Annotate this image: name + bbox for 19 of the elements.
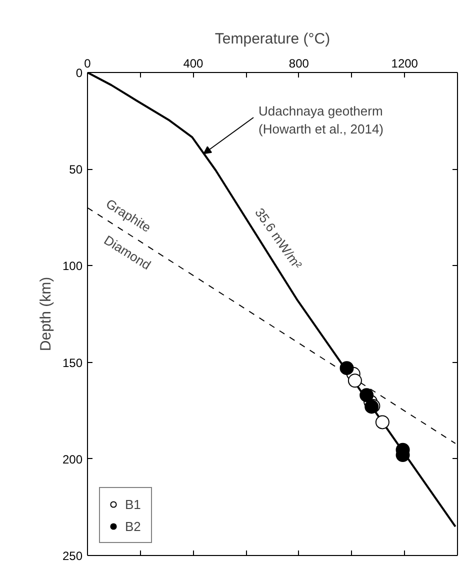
x-tick-label: 0 — [84, 56, 92, 70]
x-tick-label: 800 — [288, 56, 310, 70]
x-tick-label: 400 — [183, 56, 204, 70]
y-tick-label: 200 — [62, 452, 83, 466]
y-axis-title: Depth (km) — [37, 276, 54, 352]
point — [340, 361, 354, 376]
point — [375, 415, 390, 430]
legend-label: B1 — [125, 496, 142, 512]
point — [348, 374, 362, 388]
point — [360, 388, 374, 402]
y-tick-label: 100 — [62, 259, 83, 274]
legend-label: B2 — [125, 518, 142, 534]
y-tick-label: 150 — [62, 356, 83, 370]
x-tick-label: 1200 — [391, 56, 418, 70]
x-axis-title: Temperature (°C) — [214, 30, 330, 48]
y-tick-label: 50 — [69, 162, 83, 177]
y-tick-label: 250 — [62, 549, 83, 563]
y-tick-label: 0 — [76, 66, 83, 80]
annotation: Udachnaya geotherm (Howarth et al., 2014) — [258, 104, 384, 136]
